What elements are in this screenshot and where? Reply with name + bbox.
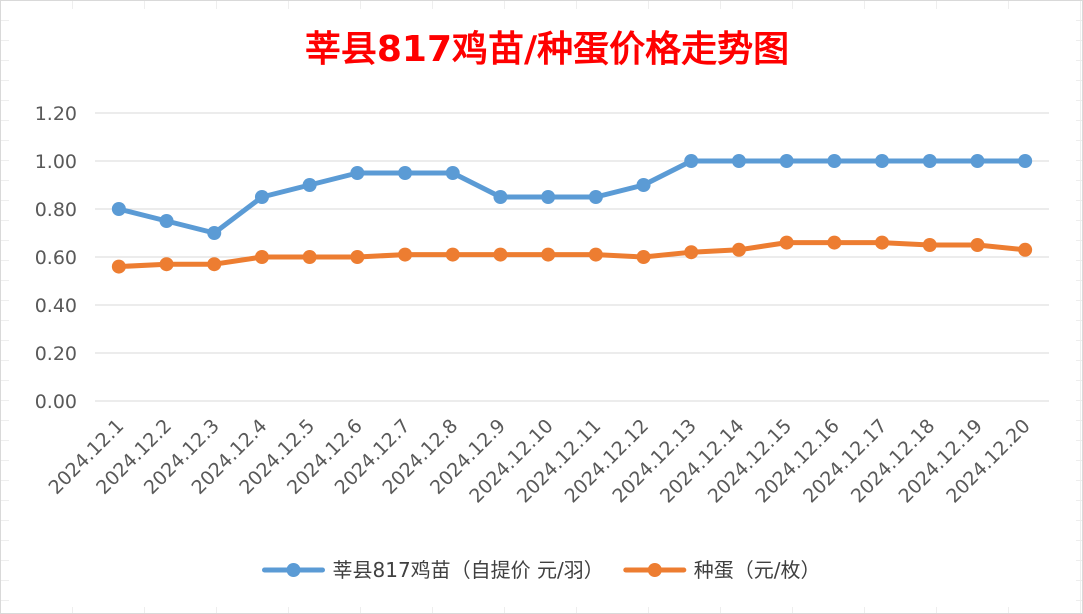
y-tick-label: 0.00 (35, 391, 77, 413)
data-point (398, 247, 413, 262)
data-point (111, 202, 126, 216)
data-point (588, 247, 603, 262)
legend-item: 种蛋（元/枚） (623, 558, 821, 582)
legend-item: 莘县817鸡苗（自提价 元/羽） (262, 558, 604, 582)
y-tick-label: 0.20 (35, 343, 77, 365)
series-2 (111, 235, 1033, 274)
y-tick-label: 0.60 (35, 247, 77, 269)
data-point (541, 247, 556, 262)
series-1 (111, 154, 1033, 240)
data-point (922, 238, 937, 252)
data-point (970, 154, 985, 168)
legend-marker (647, 563, 662, 577)
line-chart: 莘县817鸡苗/种蛋价格走势图 0.00 0.20 0.40 0.60 0.80 1.00… (35, 29, 1049, 582)
data-point (731, 242, 746, 257)
data-point (588, 190, 603, 204)
data-point (541, 190, 556, 204)
x-axis-ticks: 2024.12.12024.12.22024.12.32024.12.42024… (44, 415, 1034, 507)
data-point (827, 154, 842, 168)
data-point (302, 250, 317, 264)
data-point (1018, 154, 1033, 168)
data-point (684, 154, 699, 168)
data-point (875, 235, 890, 250)
data-point (1018, 242, 1033, 257)
data-point (207, 226, 222, 240)
data-point (445, 247, 460, 262)
data-point (779, 154, 794, 168)
data-point (398, 166, 413, 180)
legend-label: 种蛋（元/枚） (694, 558, 821, 582)
chart-title: 莘县817鸡苗/种蛋价格走势图 (305, 29, 789, 70)
chart-area: 莘县817鸡苗/种蛋价格走势图 0.00 0.20 0.40 0.60 0.80 1.00… (9, 9, 1076, 607)
data-point (159, 257, 174, 272)
data-point (111, 259, 126, 274)
data-point (254, 250, 269, 264)
data-point (350, 250, 365, 264)
y-tick-label: 1.20 (35, 103, 77, 125)
legend: 莘县817鸡苗（自提价 元/羽） 种蛋（元/枚） (262, 558, 821, 582)
data-point (636, 250, 651, 264)
data-point (493, 190, 508, 204)
data-point (827, 235, 842, 250)
y-axis-ticks: 0.00 0.20 0.40 0.60 0.80 1.00 1.20 (35, 103, 77, 413)
series-line (116, 158, 1028, 236)
y-tick-label: 0.40 (35, 295, 77, 317)
data-point (445, 166, 460, 180)
data-point (207, 257, 222, 272)
data-point (779, 235, 794, 250)
legend-label: 莘县817鸡苗（自提价 元/羽） (333, 558, 604, 582)
y-tick-label: 1.00 (35, 151, 77, 173)
series-lines (111, 154, 1033, 274)
data-point (970, 238, 985, 252)
data-point (254, 190, 269, 204)
data-point (922, 154, 937, 168)
data-point (302, 178, 317, 192)
data-point (636, 178, 651, 192)
series-line (116, 240, 1028, 270)
data-point (493, 247, 508, 262)
y-tick-label: 0.80 (35, 199, 77, 221)
data-point (159, 214, 174, 228)
data-point (350, 166, 365, 180)
data-point (875, 154, 890, 168)
data-point (684, 245, 699, 260)
legend-marker (286, 563, 301, 577)
data-point (731, 154, 746, 168)
